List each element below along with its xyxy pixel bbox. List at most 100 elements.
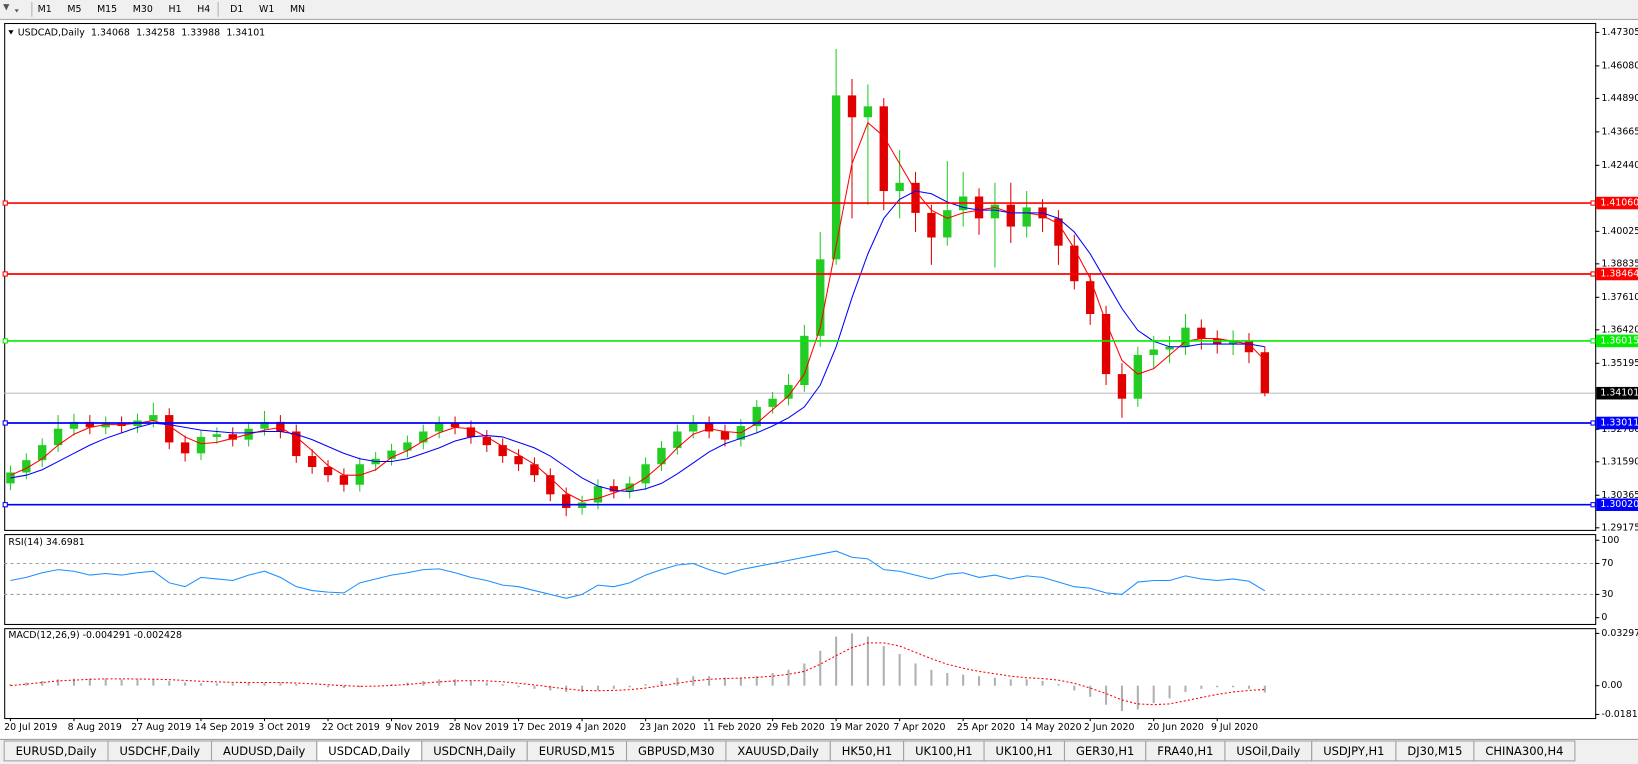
tab[interactable]: USDCNH,Daily <box>421 740 528 762</box>
candle-body <box>657 447 666 465</box>
level-label-bg <box>1596 267 1638 281</box>
candle-body <box>149 415 158 421</box>
tab[interactable]: GER30,H1 <box>1063 740 1147 762</box>
candle-body <box>276 421 285 432</box>
tab-label[interactable]: USDCHF,Daily <box>120 744 201 758</box>
tab-label[interactable]: USDJPY,H1 <box>1323 744 1384 758</box>
tab-label[interactable]: UK100,H1 <box>996 744 1053 758</box>
x-tick-label: 27 Aug 2019 <box>131 722 191 733</box>
candle-body <box>228 434 237 440</box>
timeframe-button[interactable]: H1 <box>169 4 182 15</box>
level-label-bg <box>1596 416 1638 430</box>
candle-body <box>22 460 31 473</box>
x-tick-label: 20 Jul 2019 <box>4 722 57 733</box>
candle-body <box>816 259 825 336</box>
candle-body <box>1149 349 1158 355</box>
tab-label[interactable]: GBPUSD,M30 <box>638 744 714 758</box>
timeframe-button[interactable]: M15 <box>97 4 117 15</box>
candle-body <box>927 212 936 238</box>
tab[interactable]: XAUUSD,Daily <box>725 740 831 762</box>
candle-body <box>339 475 349 485</box>
x-tick-label: 3 Oct 2019 <box>258 722 310 733</box>
tab-label[interactable]: USDCAD,Daily <box>328 744 410 758</box>
tab-label[interactable]: FRA40,H1 <box>1157 744 1213 758</box>
level-label: 1.33011 <box>1600 417 1638 428</box>
tab[interactable]: HK50,H1 <box>829 740 905 762</box>
tab-label[interactable]: DJ30,M15 <box>1407 744 1462 758</box>
timeframe-button[interactable]: W1 <box>259 4 274 15</box>
level-handle[interactable] <box>2 502 8 508</box>
tab[interactable]: FRA40,H1 <box>1145 740 1226 762</box>
indicator-title: RSI(14) 34.6981 <box>8 537 84 548</box>
tab[interactable]: USDCAD,Daily <box>316 740 423 762</box>
tab[interactable]: EURUSD,Daily <box>3 740 109 762</box>
candle-body <box>1133 354 1143 399</box>
timeframe-button[interactable]: D1 <box>230 4 243 15</box>
quote-value: 1.34068 <box>91 27 130 38</box>
timeframe-button[interactable]: H4 <box>197 4 210 15</box>
candle-body <box>1022 207 1031 227</box>
tab[interactable]: GBPUSD,M30 <box>626 740 727 762</box>
tab[interactable]: UK100,H1 <box>903 740 985 762</box>
tab-label[interactable]: CHINA300,H4 <box>1485 744 1563 758</box>
y-tick-label: 1.36420 <box>1601 324 1638 335</box>
tab-label[interactable]: HK50,H1 <box>842 744 892 758</box>
candle-body <box>863 106 873 118</box>
tab-label[interactable]: AUDUSD,Daily <box>223 744 306 758</box>
rsi-line <box>10 550 1266 599</box>
tab[interactable]: USDJPY,H1 <box>1311 740 1397 762</box>
candle-body <box>323 466 333 476</box>
x-tick-label: 14 May 2020 <box>1020 722 1081 733</box>
candle-body <box>450 423 460 428</box>
level-handle[interactable] <box>1590 271 1596 277</box>
timeframe-button[interactable]: M1 <box>38 4 52 15</box>
candle-body <box>1244 341 1254 353</box>
candle-body <box>530 464 539 476</box>
tab-label[interactable]: UK100,H1 <box>915 744 972 758</box>
timeframe-button[interactable]: MN <box>290 4 305 15</box>
y-tick-label: 1.37610 <box>1601 292 1638 303</box>
level-handle[interactable] <box>2 338 8 344</box>
tab-label[interactable]: USOil,Daily <box>1236 744 1300 758</box>
panel-menu-arrow[interactable] <box>8 30 14 35</box>
candle-body <box>1260 352 1270 394</box>
tab[interactable]: EURUSD,M15 <box>526 740 628 762</box>
tab[interactable]: USDCHF,Daily <box>107 740 213 762</box>
candle-body <box>593 486 603 503</box>
level-handle[interactable] <box>1590 420 1596 426</box>
level-handle[interactable] <box>1590 502 1596 508</box>
x-tick-label: 22 Oct 2019 <box>322 722 380 733</box>
level-handle[interactable] <box>2 271 8 277</box>
symbol-title: USDCAD,Daily <box>18 27 85 38</box>
macd-panel <box>4 628 1597 720</box>
level-handle[interactable] <box>1590 338 1596 344</box>
candle-body <box>1054 218 1063 246</box>
level-handle[interactable] <box>2 420 8 426</box>
tab[interactable]: CHINA300,H4 <box>1473 740 1576 762</box>
tab[interactable]: UK100,H1 <box>983 740 1065 762</box>
candle-body <box>1165 346 1174 350</box>
tab-label[interactable]: XAUUSD,Daily <box>737 744 819 758</box>
timeframe-button[interactable]: M5 <box>67 4 81 15</box>
tab[interactable]: USOil,Daily <box>1224 740 1313 762</box>
candle-body <box>752 406 761 427</box>
tab-label[interactable]: GER30,H1 <box>1076 744 1134 758</box>
tab[interactable]: DJ30,M15 <box>1395 740 1475 762</box>
level-handle[interactable] <box>2 200 8 206</box>
quote-value: 1.34101 <box>226 27 265 38</box>
toolbar-icon[interactable] <box>3 4 19 13</box>
tab-label[interactable]: EURUSD,Daily <box>16 744 97 758</box>
y-tick-label: 1.38835 <box>1601 258 1638 269</box>
timeframe-button[interactable]: M30 <box>133 4 153 15</box>
price-panel <box>4 22 1597 531</box>
candle-body <box>434 423 444 432</box>
level-handle[interactable] <box>1590 200 1596 206</box>
level-label: 1.38464 <box>1600 268 1638 279</box>
candle-body <box>831 95 841 260</box>
tab-label[interactable]: EURUSD,M15 <box>539 744 615 758</box>
tab[interactable]: AUDUSD,Daily <box>210 740 318 762</box>
candle-body <box>1070 245 1079 282</box>
tab-label[interactable]: USDCNH,Daily <box>433 744 516 758</box>
tab-bg[interactable] <box>1473 740 1576 762</box>
candle-body <box>1228 341 1238 345</box>
